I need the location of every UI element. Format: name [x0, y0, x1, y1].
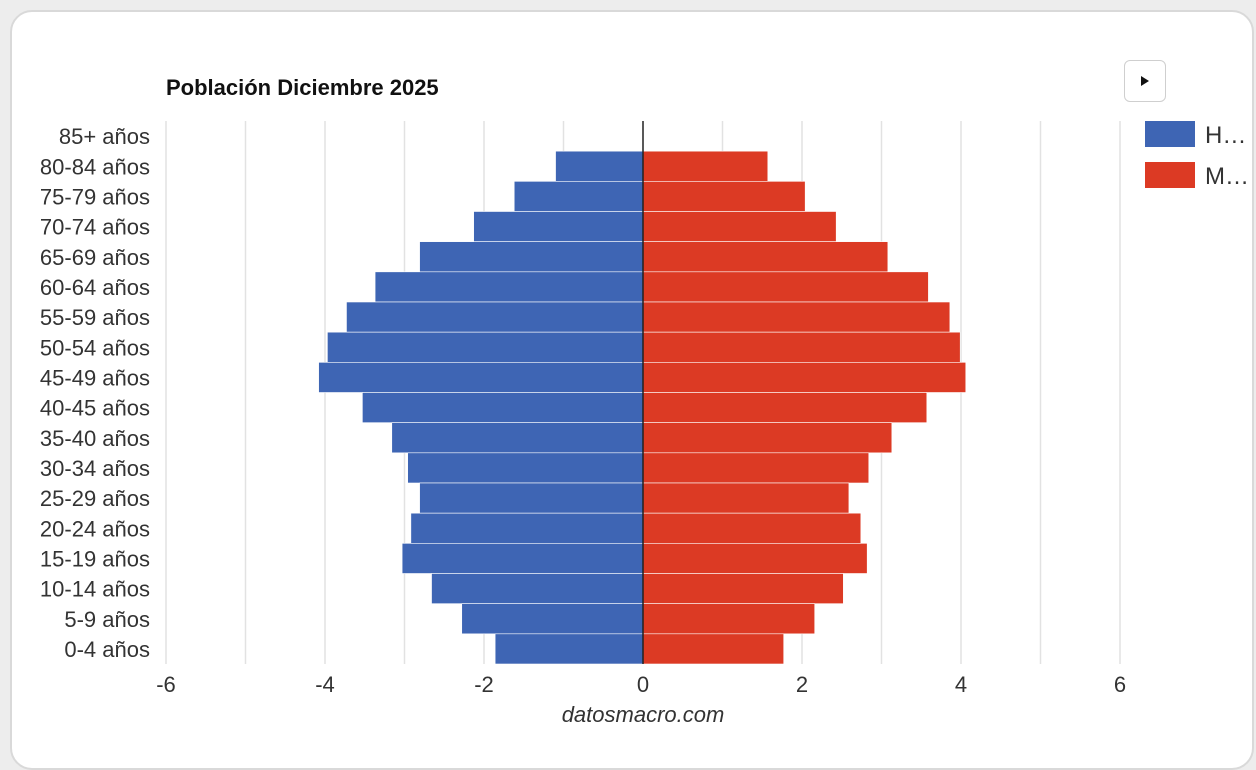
- x-tick-label: 2: [796, 672, 808, 697]
- bar-female-6[interactable]: [642, 301, 951, 333]
- chart-title: Población Diciembre 2025: [166, 75, 439, 100]
- bar-male-8[interactable]: [318, 362, 644, 393]
- bar-female-17[interactable]: [642, 633, 785, 665]
- bar-male-10[interactable]: [391, 422, 644, 454]
- source-watermark: datosmacro.com: [562, 702, 725, 727]
- category-label: 45-49 años: [40, 365, 150, 390]
- play-button[interactable]: [1124, 60, 1166, 102]
- category-label: 40-45 años: [40, 396, 150, 421]
- category-label: 85+ años: [59, 124, 150, 149]
- category-label: 20-24 años: [40, 516, 150, 541]
- bar-female-2[interactable]: [642, 181, 806, 212]
- category-label: 0-4 años: [64, 637, 150, 662]
- x-tick-label: -2: [474, 672, 494, 697]
- category-label: 5-9 años: [64, 607, 150, 632]
- bar-female-15[interactable]: [642, 573, 844, 604]
- bar-male-9[interactable]: [362, 392, 644, 423]
- category-label: 70-74 años: [40, 215, 150, 240]
- bar-female-14[interactable]: [642, 543, 868, 574]
- bar-female-9[interactable]: [642, 392, 928, 423]
- category-label: 10-14 años: [40, 577, 150, 602]
- bar-female-3[interactable]: [642, 211, 837, 242]
- bar-female-8[interactable]: [642, 362, 967, 393]
- bar-female-4[interactable]: [642, 241, 889, 273]
- bar-male-5[interactable]: [374, 271, 644, 303]
- category-label: 80-84 años: [40, 154, 150, 179]
- category-label: 25-29 años: [40, 486, 150, 511]
- category-label: 15-19 años: [40, 546, 150, 571]
- bar-female-10[interactable]: [642, 422, 893, 454]
- category-label: 30-34 años: [40, 456, 150, 481]
- bar-male-14[interactable]: [401, 543, 644, 574]
- play-icon: [1141, 76, 1149, 86]
- bar-female-7[interactable]: [642, 331, 961, 363]
- legend: H… M…: [1145, 121, 1249, 190]
- category-label: 60-64 años: [40, 275, 150, 300]
- bar-male-3[interactable]: [473, 211, 644, 242]
- x-tick-label: 6: [1114, 672, 1126, 697]
- bar-female-11[interactable]: [642, 452, 870, 484]
- legend-label: H…: [1205, 122, 1246, 149]
- x-tick-label: -6: [156, 672, 176, 697]
- bar-male-17[interactable]: [494, 633, 644, 665]
- bar-male-6[interactable]: [346, 301, 644, 333]
- category-label: 65-69 años: [40, 245, 150, 270]
- x-tick-label: 4: [955, 672, 967, 697]
- bar-female-1[interactable]: [642, 150, 769, 182]
- bar-male-16[interactable]: [461, 603, 644, 635]
- bar-female-5[interactable]: [642, 271, 929, 303]
- bar-male-15[interactable]: [431, 573, 644, 604]
- category-label: 35-40 años: [40, 426, 150, 451]
- bar-female-12[interactable]: [642, 482, 850, 514]
- x-tick-label: 0: [637, 672, 649, 697]
- bar-male-13[interactable]: [410, 512, 644, 544]
- bar-male-12[interactable]: [419, 482, 644, 514]
- bars: [318, 150, 967, 665]
- category-label: 55-59 años: [40, 305, 150, 330]
- legend-swatch: [1145, 162, 1195, 188]
- bar-female-16[interactable]: [642, 603, 816, 635]
- category-label: 75-79 años: [40, 184, 150, 209]
- bar-female-13[interactable]: [642, 512, 862, 544]
- x-tick-label: -4: [315, 672, 335, 697]
- bar-male-1[interactable]: [555, 150, 644, 182]
- legend-label: M…: [1205, 163, 1249, 190]
- legend-swatch: [1145, 121, 1195, 147]
- bar-male-2[interactable]: [513, 181, 644, 212]
- bar-male-7[interactable]: [327, 331, 644, 363]
- bar-male-4[interactable]: [419, 241, 644, 273]
- bar-male-11[interactable]: [407, 452, 644, 484]
- category-label: 50-54 años: [40, 335, 150, 360]
